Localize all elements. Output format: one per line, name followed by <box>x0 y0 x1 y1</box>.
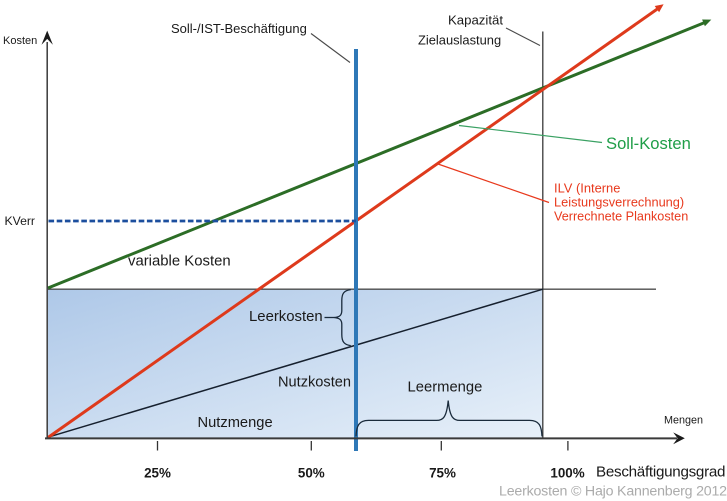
svg-text:50%: 50% <box>298 466 325 481</box>
svg-text:75%: 75% <box>429 466 456 481</box>
svg-text:KVerr: KVerr <box>5 214 35 228</box>
svg-text:25%: 25% <box>144 466 171 481</box>
svg-text:variable Kosten: variable Kosten <box>128 254 231 270</box>
svg-text:Soll-Kosten: Soll-Kosten <box>606 134 691 153</box>
svg-text:Leerkosten: Leerkosten <box>249 309 323 325</box>
svg-text:Kapazität: Kapazität <box>448 13 503 28</box>
svg-text:Leistungsverrechnung): Leistungsverrechnung) <box>554 195 684 210</box>
svg-text:Kosten: Kosten <box>3 35 37 47</box>
svg-text:Soll-/IST-Beschäftigung: Soll-/IST-Beschäftigung <box>171 21 307 36</box>
svg-text:Beschäftigungsgrad: Beschäftigungsgrad <box>596 464 725 481</box>
svg-text:Leerkosten © Hajo Kannenberg 2: Leerkosten © Hajo Kannenberg 2012 <box>499 484 727 500</box>
svg-text:100%: 100% <box>550 466 584 481</box>
svg-text:ILV (Interne: ILV (Interne <box>554 181 620 196</box>
svg-text:Zielauslastung: Zielauslastung <box>418 33 501 48</box>
svg-text:Leermenge: Leermenge <box>408 380 483 396</box>
svg-text:Nutzmenge: Nutzmenge <box>198 415 273 431</box>
svg-text:Verrechnete Plankosten: Verrechnete Plankosten <box>554 210 688 224</box>
svg-text:Mengen: Mengen <box>664 415 703 427</box>
svg-text:Nutzkosten: Nutzkosten <box>278 375 351 391</box>
